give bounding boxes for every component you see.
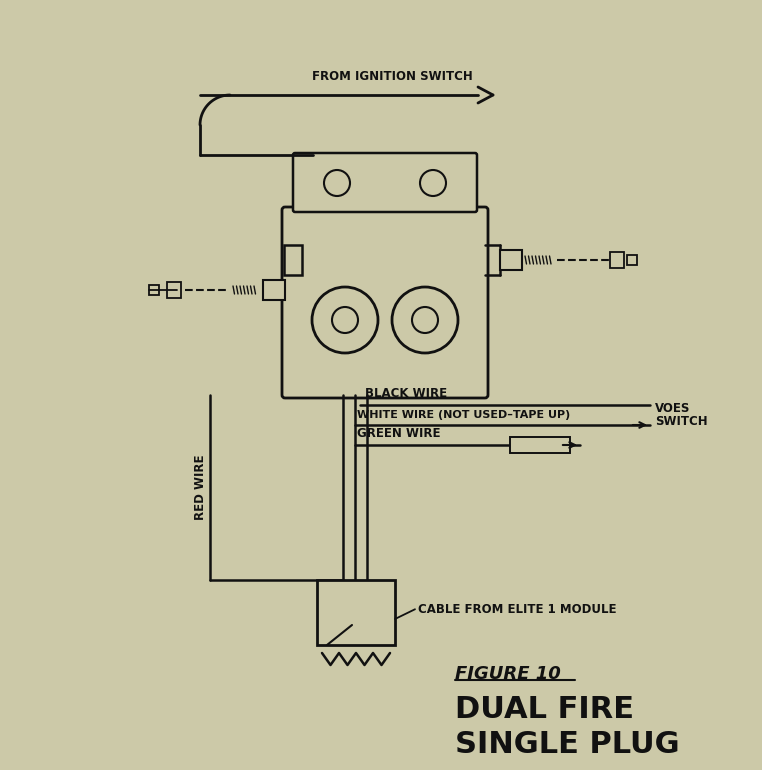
Circle shape [392, 287, 458, 353]
Circle shape [420, 170, 446, 196]
Text: CABLE FROM ELITE 1 MODULE: CABLE FROM ELITE 1 MODULE [418, 603, 616, 616]
Bar [284, 245, 302, 275]
Text: RED WIRE: RED WIRE [194, 455, 207, 521]
Text: GREEN WIRE: GREEN WIRE [357, 427, 440, 440]
Text: SWITCH: SWITCH [655, 415, 708, 428]
Circle shape [312, 287, 378, 353]
Text: BLACK WIRE: BLACK WIRE [365, 387, 447, 400]
Circle shape [324, 170, 350, 196]
Bar [610, 252, 624, 268]
Text: SINGLE PLUG: SINGLE PLUG [455, 730, 680, 759]
Bar [149, 285, 159, 295]
Bar [510, 437, 570, 453]
Bar [263, 280, 285, 300]
Text: WHITE WIRE (NOT USED–TAPE UP): WHITE WIRE (NOT USED–TAPE UP) [357, 410, 570, 420]
Text: FIGURE 10: FIGURE 10 [455, 665, 561, 683]
Bar [167, 282, 181, 298]
Bar [317, 580, 395, 645]
Circle shape [332, 307, 358, 333]
FancyBboxPatch shape [282, 207, 488, 398]
Bar [627, 255, 637, 265]
Text: DUAL FIRE: DUAL FIRE [455, 695, 634, 724]
Circle shape [412, 307, 438, 333]
Bar [500, 250, 522, 270]
Text: VOES: VOES [655, 402, 690, 415]
FancyBboxPatch shape [293, 153, 477, 212]
Text: FROM IGNITION SWITCH: FROM IGNITION SWITCH [312, 70, 473, 83]
